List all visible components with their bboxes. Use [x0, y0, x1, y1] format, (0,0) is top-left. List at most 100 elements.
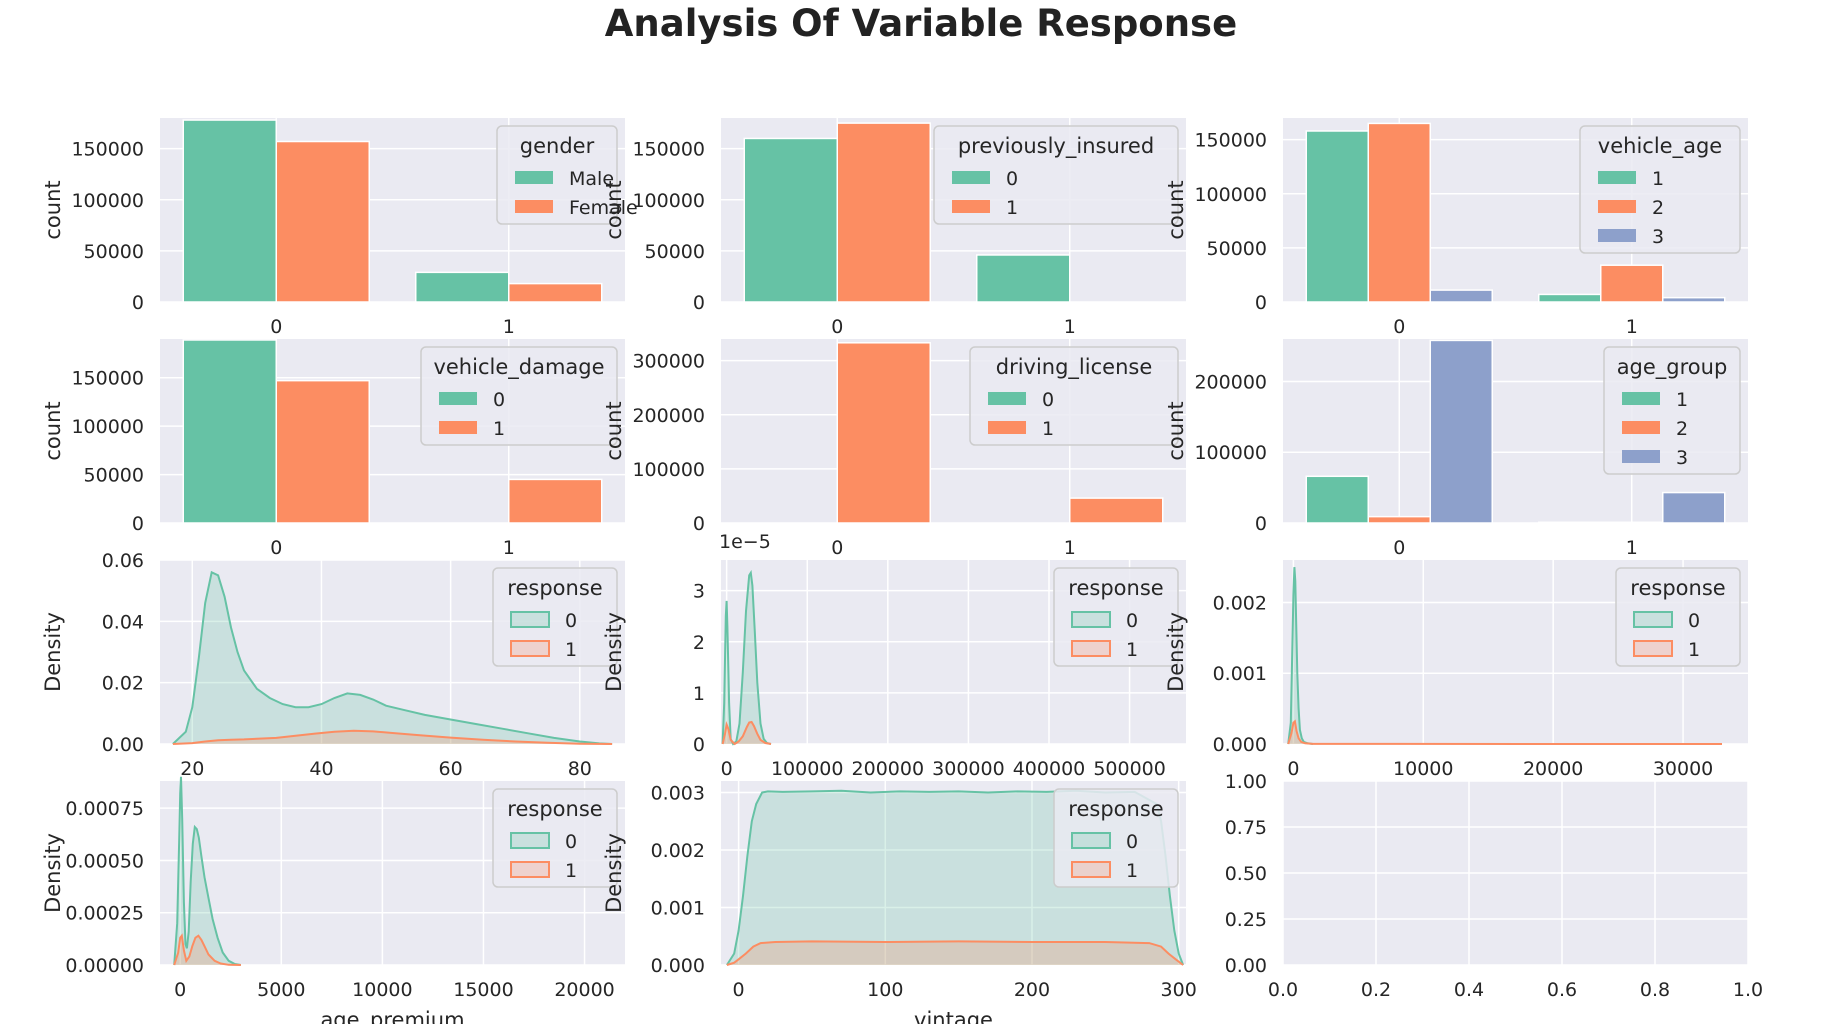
subplot-driving_license [721, 339, 1186, 524]
kde-fill-age_premium-1 [174, 935, 241, 965]
y-tick-label: 0 [693, 734, 705, 756]
x-tick-label: 0 [270, 316, 282, 338]
legend-title: response [507, 797, 602, 821]
y-tick-label: 150000 [71, 139, 144, 161]
legend-label: 1 [1688, 639, 1700, 661]
x-tick-label: 100 [867, 979, 903, 1001]
y-axis-label: Density [41, 612, 65, 692]
legend-label: 1 [1676, 389, 1688, 411]
legend-label: 0 [1126, 831, 1138, 853]
kde-line-policy_sales_channel-1 [1287, 719, 1723, 745]
bar-vehicle_age-1-1 [1538, 293, 1602, 303]
legend-label: 1 [1126, 639, 1138, 661]
y-tick-label: 0.00050 [65, 850, 144, 872]
kde-line-policy_sales_channel-0 [1287, 567, 1314, 745]
x-tick-label: 0 [1393, 537, 1405, 559]
legend-box [496, 125, 618, 225]
bar-previously_insured-0-0 [743, 137, 838, 303]
legend-marker [1633, 640, 1673, 657]
offset-text: 1e−5 [719, 531, 771, 553]
y-tick-label: 150000 [632, 139, 705, 161]
y-tick-label: 1 [693, 683, 705, 705]
x-tick-label: 40 [309, 758, 333, 780]
bar-gender-Male-1 [415, 271, 510, 303]
x-tick-label: 0 [831, 537, 843, 559]
legend-title: driving_license [996, 355, 1153, 380]
bar-age_group-2-0 [1367, 515, 1431, 524]
legend-title: response [1068, 576, 1163, 600]
y-tick-label: 0.001 [651, 898, 705, 920]
x-tick-label: 400000 [1013, 758, 1086, 780]
x-tick-label: 0 [270, 537, 282, 559]
legend-marker [1598, 229, 1636, 242]
bar-previously_insured-0-1 [976, 254, 1071, 303]
y-tick-label: 300000 [632, 351, 705, 373]
subplot-region_code [721, 560, 1186, 746]
bar-vehicle_damage-1-0 [275, 379, 370, 524]
y-tick-label: 100000 [632, 190, 705, 212]
y-axis-label: count [41, 180, 65, 239]
legend-label: 0 [1126, 610, 1138, 632]
bar-vehicle_age-3-1 [1662, 296, 1726, 303]
legend-marker [988, 421, 1026, 434]
y-tick-label: 1.00 [1225, 771, 1267, 793]
y-tick-label: 0.003 [651, 783, 705, 805]
x-tick-label: 0.4 [1454, 979, 1484, 1001]
x-tick-label: 1 [1626, 316, 1638, 338]
legend-label: 1 [565, 860, 577, 882]
legend-marker [515, 171, 553, 184]
bar-vehicle_damage-1-1 [508, 478, 603, 524]
legend-title: response [1068, 797, 1163, 821]
x-tick-label: 0.2 [1361, 979, 1391, 1001]
legend-label: 2 [1652, 197, 1664, 219]
bar-vehicle_age-2-1 [1600, 264, 1664, 303]
x-tick-label: 1.0 [1733, 979, 1763, 1001]
legend-title: response [1630, 576, 1725, 600]
legend-marker [1622, 421, 1660, 434]
subplot-age_group [1283, 339, 1748, 524]
legend-label: Male [569, 168, 614, 190]
legend-label: 0 [1688, 610, 1700, 632]
legend-marker [952, 171, 990, 184]
legend-title: previously_insured [958, 134, 1154, 159]
y-tick-label: 0.04 [102, 611, 144, 633]
legend-title: gender [520, 134, 595, 158]
y-tick-label: 0.02 [102, 673, 144, 695]
x-tick-label: 0 [721, 758, 733, 780]
legend-marker [1622, 450, 1660, 463]
bar-driving_license-1-0 [836, 342, 931, 524]
legend-box [933, 125, 1179, 225]
legend-label: 1 [565, 639, 577, 661]
y-tick-label: 0.06 [102, 550, 144, 572]
y-tick-label: 0.00025 [65, 903, 144, 925]
y-tick-label: 0 [1255, 513, 1267, 535]
y-axis-label: Density [602, 612, 626, 692]
y-axis-label: count [41, 401, 65, 460]
y-tick-label: 200000 [632, 405, 705, 427]
x-tick-label: 500000 [1093, 758, 1166, 780]
x-tick-label: 300000 [932, 758, 1005, 780]
legend-marker [515, 200, 553, 213]
legend-marker [1071, 861, 1111, 878]
bar-vehicle_age-1-0 [1305, 130, 1369, 303]
x-tick-label: 0 [1393, 316, 1405, 338]
bar-vehicle_age-2-0 [1367, 122, 1431, 303]
kde-line-age_premium-0 [173, 776, 242, 966]
x-tick-label: 1 [1626, 537, 1638, 559]
x-tick-label: 15000 [453, 979, 513, 1001]
y-axis-label: count [1164, 401, 1188, 460]
y-axis-label: count [602, 180, 626, 239]
legend-label: 0 [1042, 389, 1054, 411]
y-tick-label: 0 [693, 292, 705, 314]
y-tick-label: 50000 [645, 241, 705, 263]
y-tick-label: 100000 [1194, 442, 1267, 464]
bar-gender-Female-0 [275, 140, 370, 303]
bar-gender-Female-1 [508, 282, 603, 303]
legend-marker [510, 832, 550, 849]
legend-label: 2 [1676, 418, 1688, 440]
bar-age_group-3-0 [1429, 339, 1493, 524]
x-tick-label: 20000 [554, 979, 614, 1001]
y-tick-label: 0.001 [1213, 663, 1267, 685]
